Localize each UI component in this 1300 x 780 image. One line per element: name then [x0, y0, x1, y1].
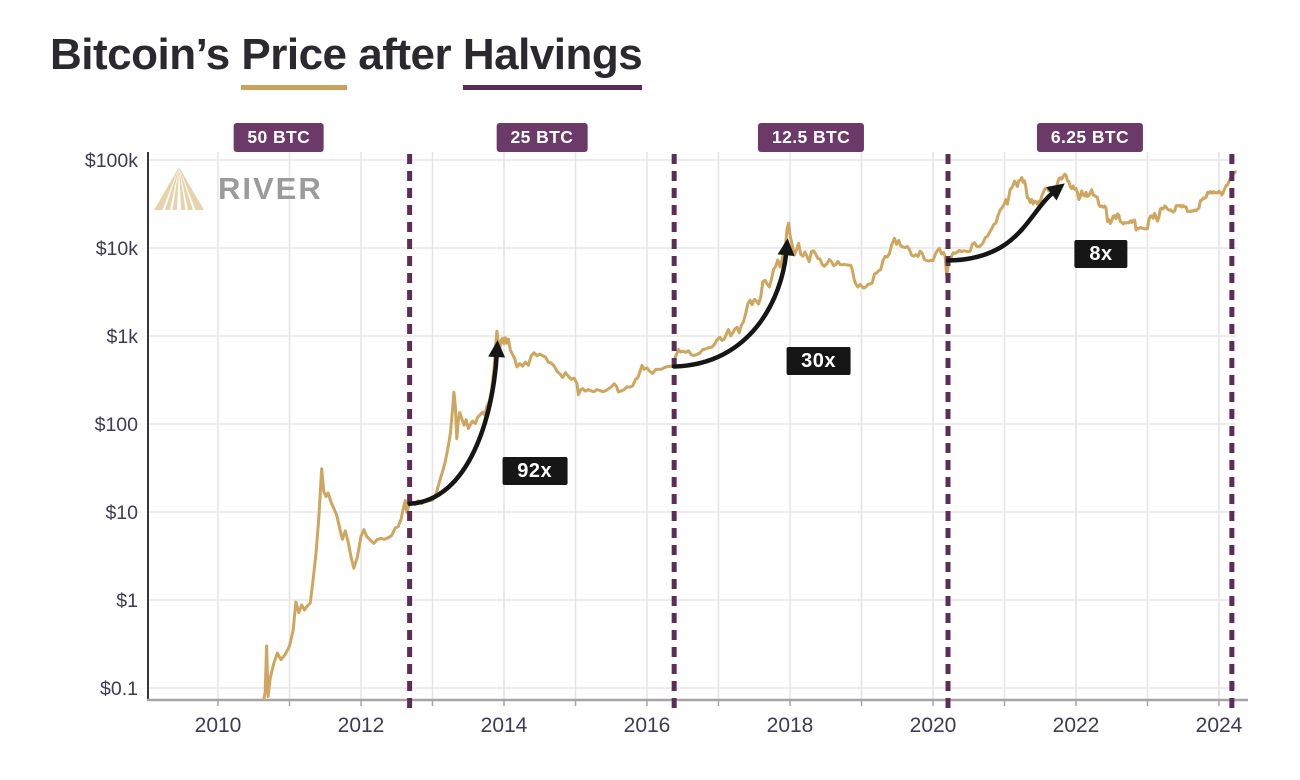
growth-arrow-head: [1046, 183, 1065, 201]
title-part-halvings: Halvings: [462, 30, 643, 90]
halving-badge-50btc: 50 BTC: [233, 123, 325, 152]
river-logo-text: RIVER: [218, 171, 323, 206]
x-tick-label: 2014: [481, 714, 528, 737]
x-tick-label: 2016: [624, 714, 671, 737]
x-tick-label: 2018: [767, 714, 814, 737]
page-title: Bitcoin’s Price after Halvings: [50, 30, 643, 90]
halving-badge-25btc: 25 BTC: [496, 123, 588, 152]
growth-arrow: [671, 248, 789, 369]
river-logo: RIVER: [153, 166, 323, 212]
x-tick-label: 2010: [195, 714, 242, 737]
multiplier-label-30x: 30x: [786, 346, 852, 375]
y-tick-label: $10: [105, 502, 138, 524]
growth-arrow-head: [488, 340, 506, 358]
title-part: Bitcoin’s: [50, 30, 242, 79]
x-tick-label: 2024: [1196, 714, 1243, 737]
x-tick-label: 2012: [338, 714, 385, 737]
y-tick-label: $0.1: [100, 678, 138, 700]
title-part: after: [346, 30, 463, 79]
halving-badge-6-25btc: 6.25 BTC: [1036, 123, 1143, 152]
y-tick-label: $100k: [85, 150, 138, 172]
x-tick-label: 2020: [910, 714, 957, 737]
multiplier-label-8x: 8x: [1074, 240, 1128, 269]
halving-badge-12-5btc: 12.5 BTC: [758, 123, 865, 152]
price-line: [262, 170, 1237, 700]
y-tick-label: $1: [116, 590, 138, 612]
y-tick-label: $10k: [96, 238, 139, 260]
river-logo-icon: [154, 167, 204, 210]
growth-arrow-head: [777, 238, 795, 256]
x-tick-label: 2022: [1053, 714, 1100, 737]
y-tick-label: $1k: [107, 326, 139, 348]
growth-arrow: [407, 350, 500, 507]
growth-arrow: [945, 189, 1057, 263]
y-tick-label: $100: [95, 414, 139, 436]
multiplier-label-92x: 92x: [502, 457, 568, 486]
title-part-price: Price: [241, 30, 347, 90]
